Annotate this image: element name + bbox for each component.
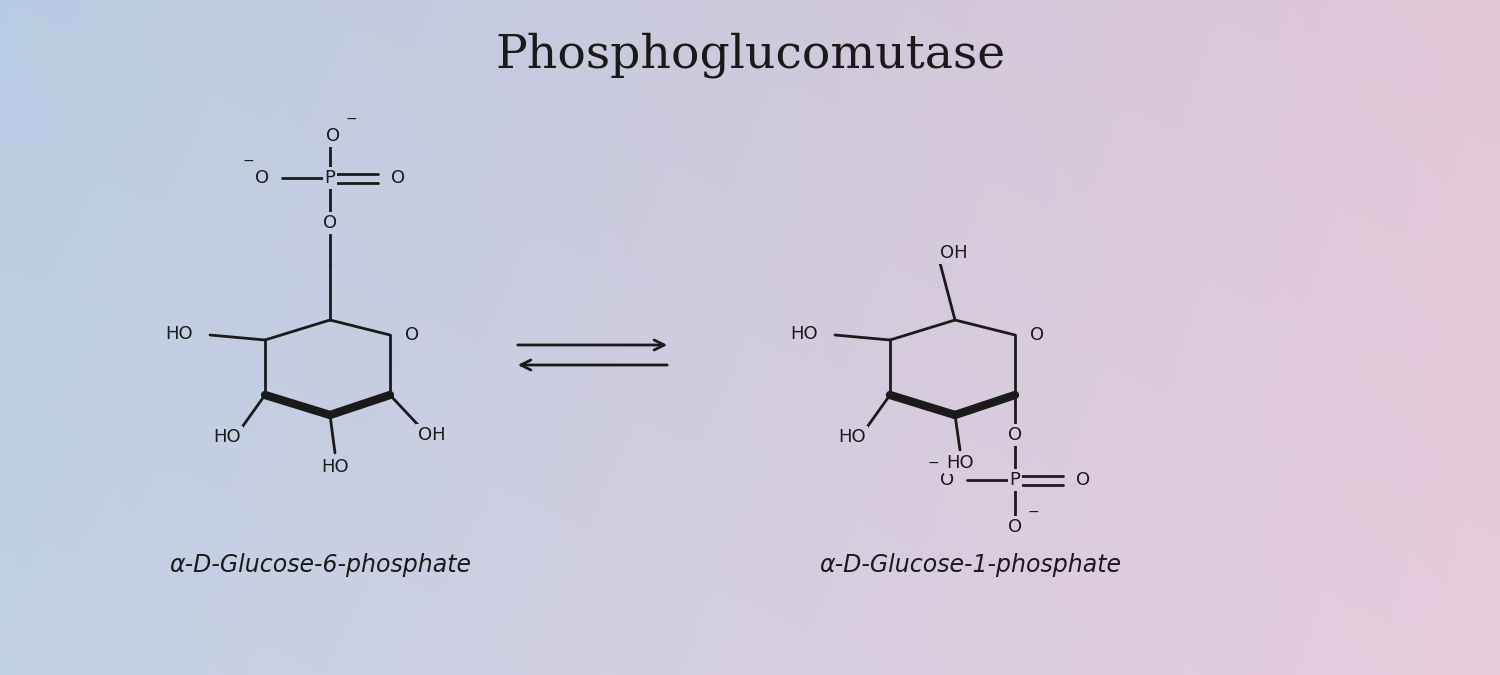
Text: HO: HO: [839, 428, 866, 446]
Text: P: P: [324, 169, 336, 187]
Text: O: O: [1076, 471, 1090, 489]
Text: Phosphoglucomutase: Phosphoglucomutase: [495, 32, 1005, 78]
Text: α-D-Glucose-1-phosphate: α-D-Glucose-1-phosphate: [819, 553, 1120, 577]
Text: P: P: [1010, 471, 1020, 489]
Text: O: O: [405, 326, 418, 344]
Text: O: O: [255, 169, 268, 187]
Text: OH: OH: [419, 426, 446, 444]
Text: O: O: [1030, 326, 1044, 344]
Text: α-D-Glucose-6-phosphate: α-D-Glucose-6-phosphate: [170, 553, 471, 577]
Text: −: −: [345, 112, 357, 126]
Text: −: −: [927, 456, 939, 470]
Text: HO: HO: [946, 454, 974, 472]
Text: HO: HO: [213, 428, 242, 446]
Text: O: O: [1008, 426, 1022, 444]
Text: O: O: [326, 127, 340, 145]
Text: −: −: [1028, 505, 1039, 519]
Text: HO: HO: [321, 458, 350, 476]
Text: OH: OH: [940, 244, 968, 262]
Text: −: −: [242, 154, 254, 168]
Text: O: O: [940, 471, 954, 489]
Text: O: O: [392, 169, 405, 187]
Text: HO: HO: [790, 325, 818, 343]
Text: O: O: [322, 214, 338, 232]
Text: HO: HO: [165, 325, 194, 343]
Text: O: O: [1008, 518, 1022, 536]
